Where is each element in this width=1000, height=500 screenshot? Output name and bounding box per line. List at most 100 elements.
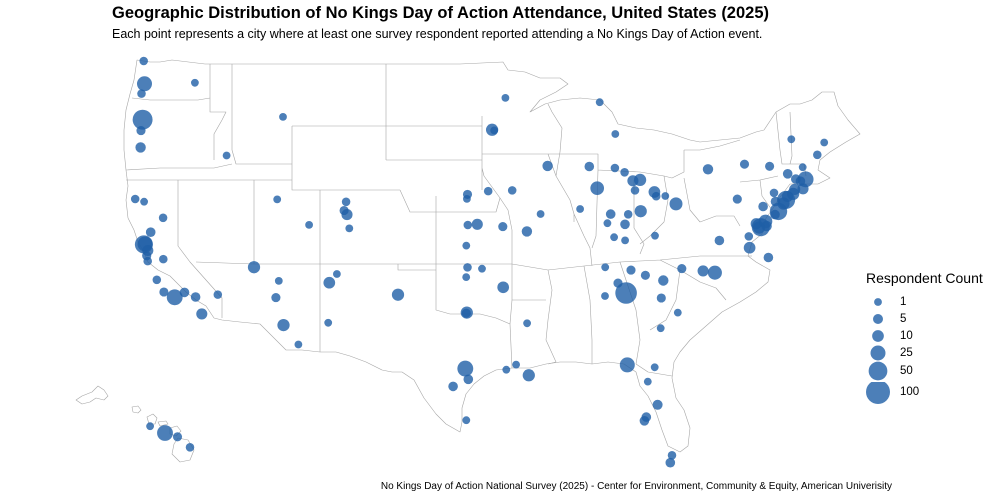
city-point (640, 270, 650, 280)
city-point (172, 432, 183, 442)
city-point (507, 186, 517, 195)
city-point (274, 277, 283, 285)
city-point (273, 195, 282, 204)
city-point (667, 451, 677, 460)
city-point (502, 365, 511, 374)
city-point (750, 218, 762, 230)
legend-circle (872, 313, 884, 325)
legend-label: 10 (900, 330, 913, 342)
city-point (483, 186, 493, 196)
city-point (323, 276, 336, 289)
city-point (512, 360, 520, 369)
alaska-outline (75, 385, 109, 405)
city-point (305, 221, 313, 229)
city-point (485, 123, 499, 136)
state-borders (75, 59, 861, 463)
city-point (277, 318, 290, 332)
city-point (610, 163, 620, 173)
city-point (610, 233, 618, 242)
legend-entry: 10 (866, 326, 986, 346)
city-point (462, 273, 471, 281)
city-point (143, 256, 152, 266)
hawaii-island-molokai (157, 420, 169, 427)
city-point (744, 232, 754, 241)
city-point (542, 160, 553, 172)
city-point (463, 220, 473, 230)
city-point (222, 151, 231, 160)
city-point (457, 360, 474, 377)
city-point (345, 224, 354, 233)
city-point (611, 130, 620, 138)
city-point (136, 126, 146, 136)
city-point (743, 241, 756, 254)
city-point (651, 191, 661, 201)
city-point (813, 150, 822, 160)
city-point (135, 142, 146, 153)
city-point (294, 340, 303, 349)
legend-circle (870, 345, 886, 361)
legend-entry: 100 (866, 382, 986, 404)
city-point (584, 161, 595, 172)
city-point (763, 252, 774, 263)
city-point (140, 197, 149, 206)
city-point (665, 457, 676, 468)
legend-symbol (870, 345, 886, 361)
city-point (630, 186, 640, 195)
city-point (787, 135, 796, 144)
city-point (765, 161, 775, 171)
city-point (627, 175, 639, 187)
city-point (669, 197, 683, 211)
city-point (603, 219, 612, 228)
city-point (522, 369, 535, 382)
contiguous-us-outline (123, 59, 861, 453)
city-point (523, 319, 531, 328)
legend-symbol (868, 361, 888, 381)
city-point (146, 422, 155, 431)
legend-circle (872, 330, 884, 342)
city-point (770, 196, 781, 207)
city-point (702, 164, 714, 175)
legend-symbol (872, 330, 884, 342)
city-point (820, 138, 829, 147)
city-point (271, 293, 281, 303)
city-point (137, 89, 146, 98)
city-point (634, 205, 647, 218)
city-point (339, 205, 349, 216)
city-point (677, 264, 687, 274)
chart-title: Geographic Distribution of No Kings Day … (112, 4, 770, 22)
city-point (605, 209, 616, 219)
city-point (652, 399, 663, 410)
legend-label: 5 (900, 313, 907, 325)
legend-circle (868, 361, 888, 381)
city-point (213, 290, 223, 299)
city-point (798, 163, 807, 172)
chart-subtitle: Each point represents a city where at le… (112, 27, 763, 41)
legend-entry: 25 (866, 343, 986, 363)
city-point (621, 236, 629, 245)
city-point (626, 265, 636, 275)
city-point (158, 213, 168, 223)
city-point (661, 192, 670, 200)
city-point (656, 293, 666, 303)
city-point (179, 287, 190, 298)
city-point (789, 183, 801, 195)
city-point (159, 287, 169, 297)
city-point (137, 76, 152, 92)
city-point (461, 308, 471, 318)
city-point (761, 220, 772, 232)
state-boundary-lines (125, 64, 807, 377)
city-point (732, 194, 742, 204)
city-point (130, 194, 140, 204)
city-point (463, 374, 474, 385)
city-point (391, 288, 405, 301)
city-point (132, 109, 153, 130)
city-point (448, 381, 458, 392)
city-point (615, 282, 637, 304)
city-point (576, 205, 584, 213)
city-point (191, 78, 199, 87)
legend-entry: 50 (866, 361, 986, 381)
city-point (185, 443, 195, 452)
hawaii-island-kauai (131, 405, 142, 414)
legend-label: 25 (900, 347, 913, 359)
